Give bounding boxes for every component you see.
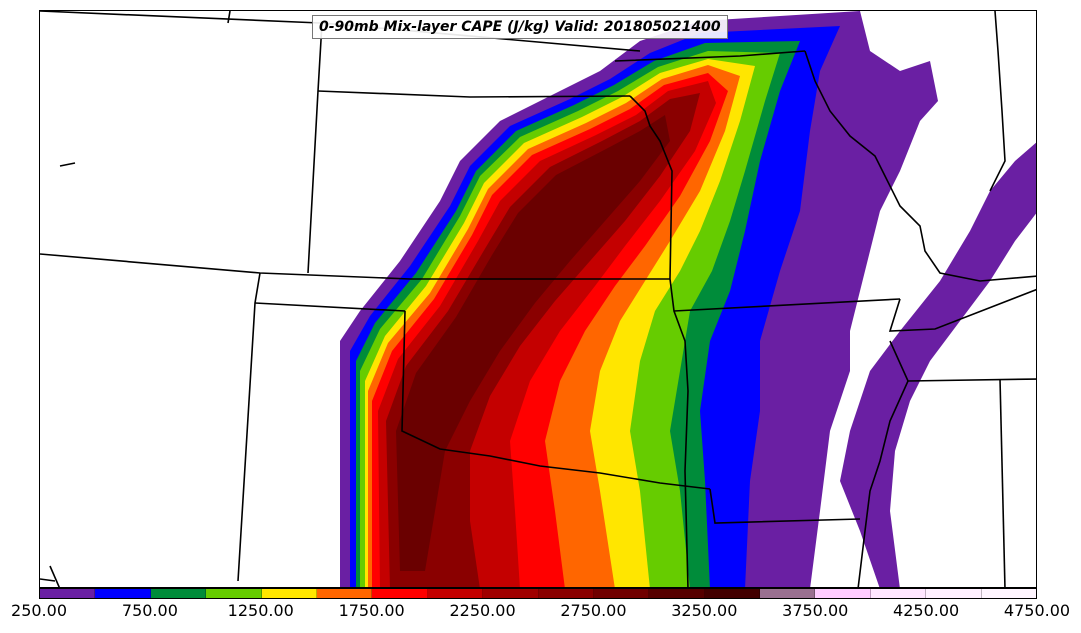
colorbar-tick-label: 1250.00 — [227, 601, 294, 620]
colorbar-swatch — [261, 589, 317, 598]
colorbar-swatch — [427, 589, 484, 598]
colorbar — [39, 588, 1037, 599]
colorbar-tick-label: 2750.00 — [560, 601, 627, 620]
contour-3000 — [396, 115, 670, 571]
colorbar-tick-label: 3250.00 — [671, 601, 738, 620]
boundary-line — [401, 310, 711, 490]
boundary-line — [857, 380, 909, 587]
colorbar-tick-label: 4250.00 — [893, 601, 960, 620]
colorbar-swatch — [150, 589, 207, 598]
boundary-line — [989, 11, 1006, 192]
colorbar-tick-label: 2250.00 — [449, 601, 516, 620]
boundary-line — [614, 50, 806, 62]
contour-250-east — [840, 142, 1036, 587]
colorbar-swatch — [704, 589, 761, 598]
boundaries — [40, 11, 1036, 587]
boundary-line — [804, 50, 1036, 282]
colorbar-swatch — [372, 589, 428, 598]
colorbar-swatch — [649, 589, 705, 598]
boundary-line — [227, 11, 231, 24]
boundary-line — [629, 95, 689, 587]
colorbar-swatch — [926, 589, 982, 598]
boundary-line — [59, 162, 76, 167]
colorbar-swatch — [815, 589, 871, 598]
colorbar-tick-label: 3750.00 — [782, 601, 849, 620]
colorbar-swatch — [538, 589, 594, 598]
colorbar-swatch — [760, 589, 816, 598]
colorbar-swatch — [40, 589, 96, 598]
boundary-line — [317, 90, 631, 98]
boundary-line — [40, 11, 321, 24]
cape-map — [39, 10, 1037, 588]
colorbar-tick-label: 250.00 — [11, 601, 67, 620]
colorbar-swatch — [483, 589, 539, 598]
boundary-line — [49, 565, 61, 587]
boundary-line — [237, 272, 261, 582]
colorbar-tick-label: 4750.00 — [1003, 601, 1071, 620]
boundary-line — [40, 253, 670, 280]
colorbar-swatch — [981, 589, 1037, 598]
colorbar-swatch — [206, 589, 262, 598]
colorbar-tick-label: 1750.00 — [338, 601, 405, 620]
boundary-line — [40, 578, 56, 582]
map-title: 0-90mb Mix-layer CAPE (J/kg) Valid: 2018… — [312, 15, 728, 39]
colorbar-swatch — [95, 589, 151, 598]
boundary-line — [999, 378, 1006, 587]
contour-2750 — [386, 93, 700, 587]
cape-map-svg — [40, 11, 1036, 587]
colorbar-swatch — [316, 589, 373, 598]
boundary-line — [254, 302, 406, 312]
colorbar-swatch — [870, 589, 927, 598]
colorbar-tick-label: 750.00 — [121, 601, 178, 620]
boundary-line — [673, 298, 901, 312]
boundary-line — [888, 288, 1036, 332]
boundary-line — [709, 488, 861, 524]
cape-contours — [340, 11, 1036, 587]
colorbar-swatch — [593, 589, 650, 598]
boundary-line — [307, 22, 323, 274]
